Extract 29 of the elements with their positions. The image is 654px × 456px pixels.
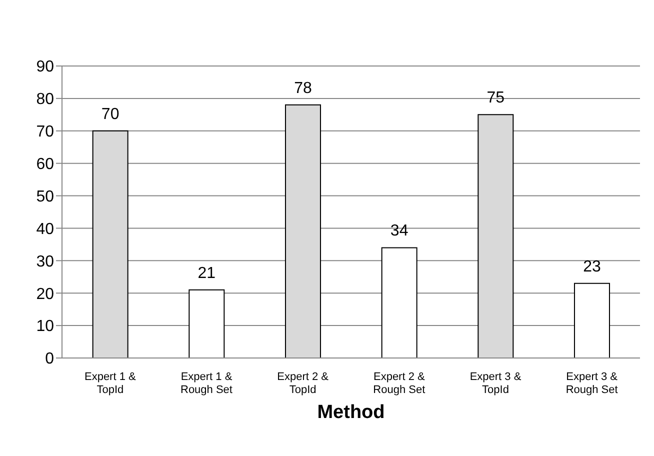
x-tick-label: Expert 3 & Rough Set	[566, 371, 618, 396]
bar	[478, 114, 514, 358]
y-tick-label: 0	[45, 350, 54, 368]
y-tick-label: 90	[36, 58, 54, 76]
y-tick-label: 60	[36, 156, 54, 174]
bar	[381, 247, 418, 358]
x-tick-label: Expert 1 & TopId	[84, 371, 137, 396]
y-tick-label: 50	[36, 188, 54, 206]
y-tick-label: 80	[36, 91, 54, 108]
data-label: 21	[198, 264, 216, 282]
x-tick-label: Expert 3 & TopId	[470, 371, 522, 396]
y-tick-label: 40	[36, 220, 54, 238]
y-tick-label: 70	[36, 124, 54, 141]
bar	[188, 289, 225, 358]
y-tick-label: 20	[36, 286, 54, 303]
bar	[574, 282, 610, 358]
bar	[92, 130, 128, 358]
y-tick-label: 10	[36, 318, 54, 336]
x-tick-label: Expert 2 & Rough Set	[373, 371, 426, 396]
y-tick-label: 30	[36, 253, 54, 270]
data-label: 78	[294, 80, 312, 97]
x-axis-title: Method	[317, 402, 385, 423]
data-label: 75	[486, 90, 505, 107]
bar	[284, 104, 321, 358]
data-label: 34	[390, 222, 408, 240]
data-label: 23	[583, 258, 601, 276]
data-label: 70	[101, 106, 120, 123]
x-tick-label: Expert 1 & Rough Set	[180, 371, 233, 396]
x-tick-label: Expert 2 & TopId	[277, 371, 330, 396]
